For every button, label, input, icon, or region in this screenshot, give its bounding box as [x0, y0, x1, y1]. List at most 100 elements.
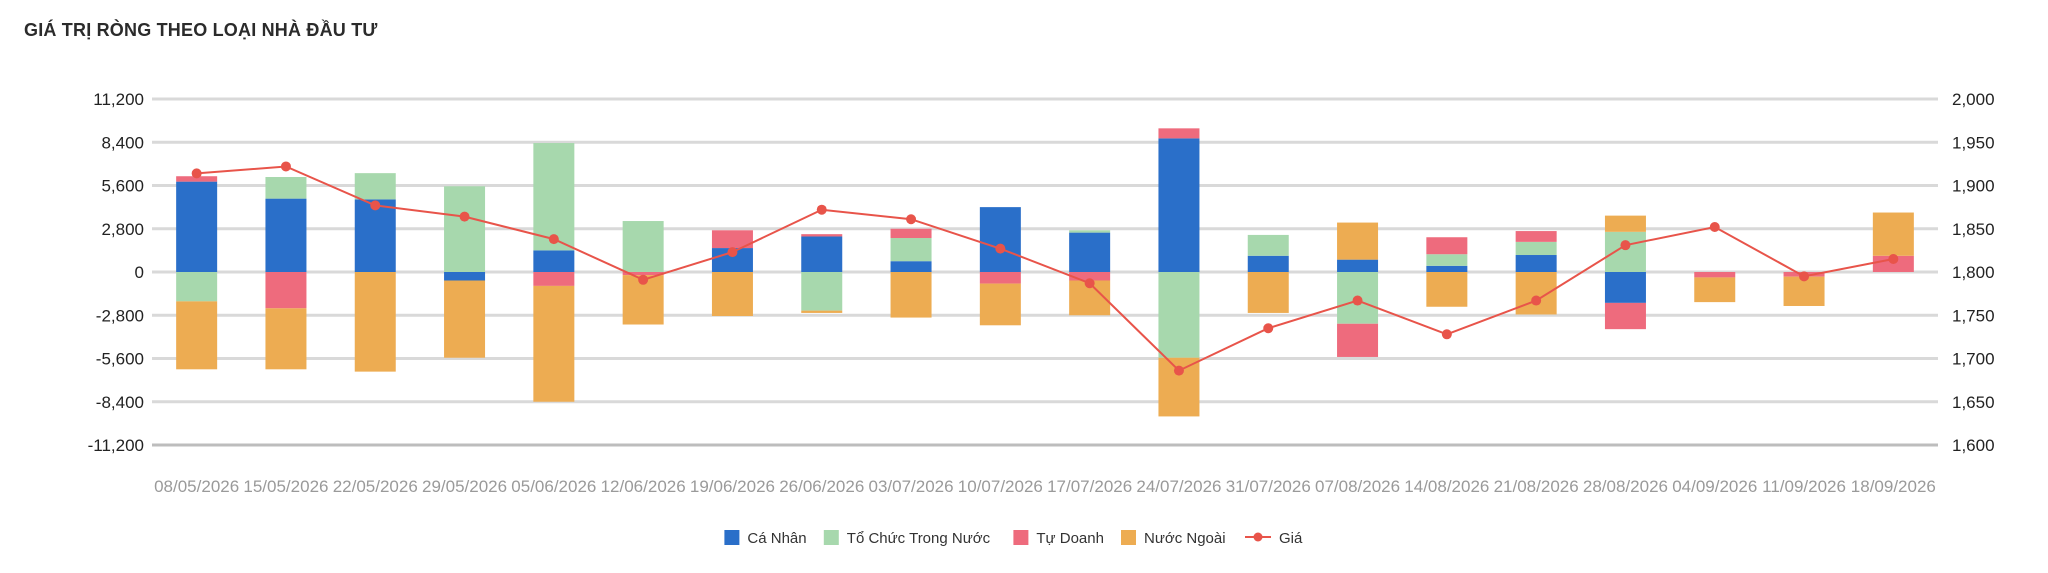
- bar-segment: [979, 283, 1021, 326]
- x-tick: 08/05/2026: [154, 477, 239, 496]
- bar-segment: [1694, 272, 1736, 278]
- y-tick-left: -5,600: [96, 350, 144, 369]
- bar-segment: [1426, 237, 1468, 255]
- y-tick-left: -8,400: [96, 393, 144, 412]
- bar-segment: [1604, 272, 1646, 303]
- bar-segment: [711, 230, 753, 249]
- x-tick: 03/07/2026: [869, 477, 954, 496]
- price-point: [1441, 329, 1452, 340]
- x-tick: 24/07/2026: [1136, 477, 1221, 496]
- bar-segment: [1069, 232, 1111, 272]
- bar-segment: [1872, 212, 1914, 256]
- bar-segment: [533, 250, 575, 272]
- bar-segment: [533, 143, 575, 251]
- y-tick-left: 11,200: [93, 90, 144, 109]
- bar-segment: [711, 248, 753, 272]
- bar-segment: [1158, 138, 1200, 272]
- legend-swatch: [1013, 530, 1029, 545]
- price-point: [1352, 295, 1363, 306]
- price-point: [638, 274, 649, 285]
- legend-swatch: [823, 530, 839, 545]
- price-point: [727, 247, 738, 258]
- bar-segment: [1604, 302, 1646, 330]
- bar-segment: [801, 234, 843, 237]
- price-line: [191, 161, 1899, 376]
- x-tick: 28/08/2026: [1583, 477, 1668, 496]
- x-tick: 07/08/2026: [1315, 477, 1400, 496]
- y-tick-left: -2,800: [96, 306, 144, 325]
- bar-segment: [1515, 255, 1557, 272]
- legend-label: Tổ Chức Trong Nước: [847, 530, 991, 547]
- bar-segment: [1158, 272, 1200, 358]
- x-tick: 17/07/2026: [1047, 477, 1132, 496]
- bar-segment: [801, 310, 843, 313]
- axes: 11,200 8,400 5,600 2,800 0 -2,800 -5,600 -8,400…: [88, 90, 1995, 496]
- price-line-path: [196, 165, 1894, 372]
- bar-segment: [1515, 272, 1557, 315]
- x-tick: 26/06/2026: [779, 477, 864, 496]
- x-tick: 31/07/2026: [1226, 477, 1311, 496]
- bar-segment: [890, 272, 932, 318]
- y-tick-right: 1,650: [1952, 393, 1995, 412]
- bar-segment: [801, 272, 843, 311]
- bar-segment: [176, 181, 218, 272]
- x-tick: 14/08/2026: [1404, 477, 1489, 496]
- legend-label: Nước Ngoài: [1144, 530, 1226, 547]
- gridlines: [152, 97, 1938, 447]
- x-tick: 04/09/2026: [1672, 477, 1757, 496]
- y-tick-right: 1,950: [1952, 133, 1995, 152]
- bar-segment: [176, 176, 218, 182]
- bar-segment: [265, 308, 307, 370]
- y-tick-left: -11,200: [88, 436, 144, 455]
- price-point: [1709, 222, 1720, 233]
- bar-segment: [1337, 259, 1379, 272]
- y-tick-left: 0: [135, 263, 144, 282]
- x-tick: 19/06/2026: [690, 477, 775, 496]
- bar-segment: [354, 173, 396, 200]
- legend-label: Tự Doanh: [1036, 530, 1104, 547]
- bar-segment: [1426, 272, 1468, 307]
- x-tick: 22/05/2026: [333, 477, 418, 496]
- bar-segment: [533, 285, 575, 402]
- bar-segment: [176, 301, 218, 370]
- x-tick: 05/06/2026: [511, 477, 596, 496]
- bar-segment: [265, 198, 307, 272]
- bar-segment: [1426, 265, 1468, 272]
- bar-segment: [444, 280, 486, 358]
- legend-label: Giá: [1279, 530, 1303, 547]
- bar-segment: [1069, 230, 1111, 233]
- price-point: [1173, 365, 1184, 376]
- bar-segment: [979, 272, 1021, 284]
- y-tick-right: 1,800: [1952, 263, 1995, 282]
- price-point: [1799, 271, 1810, 282]
- x-tick: 10/07/2026: [958, 477, 1043, 496]
- bar-segment: [1783, 276, 1825, 306]
- price-point: [370, 200, 381, 211]
- price-point: [1263, 323, 1274, 334]
- x-tick: 21/08/2026: [1494, 477, 1579, 496]
- bar-segment: [1247, 234, 1289, 256]
- y-tick-right: 1,900: [1952, 177, 1995, 196]
- legend-marker: [1253, 532, 1263, 542]
- bar-segment: [890, 261, 932, 272]
- x-tick: 12/06/2026: [601, 477, 686, 496]
- price-point: [548, 234, 559, 245]
- y-tick-left: 8,400: [101, 133, 144, 152]
- bar-segment: [801, 236, 843, 272]
- bar-segment: [1247, 272, 1289, 313]
- y-tick-left: 2,800: [101, 220, 144, 239]
- bar-segment: [1604, 231, 1646, 272]
- price-point: [1531, 295, 1542, 306]
- bar-segment: [265, 177, 307, 199]
- bar-segment: [890, 238, 932, 262]
- bar-segment: [1515, 231, 1557, 242]
- bar-segment: [1158, 128, 1200, 139]
- bar-segment: [979, 207, 1021, 272]
- bar-segment: [354, 199, 396, 272]
- price-point: [1620, 240, 1631, 251]
- price-point: [995, 243, 1006, 254]
- legend-swatch: [724, 530, 740, 545]
- y-tick-right: 1,600: [1952, 436, 1995, 455]
- bar-segment: [444, 186, 486, 272]
